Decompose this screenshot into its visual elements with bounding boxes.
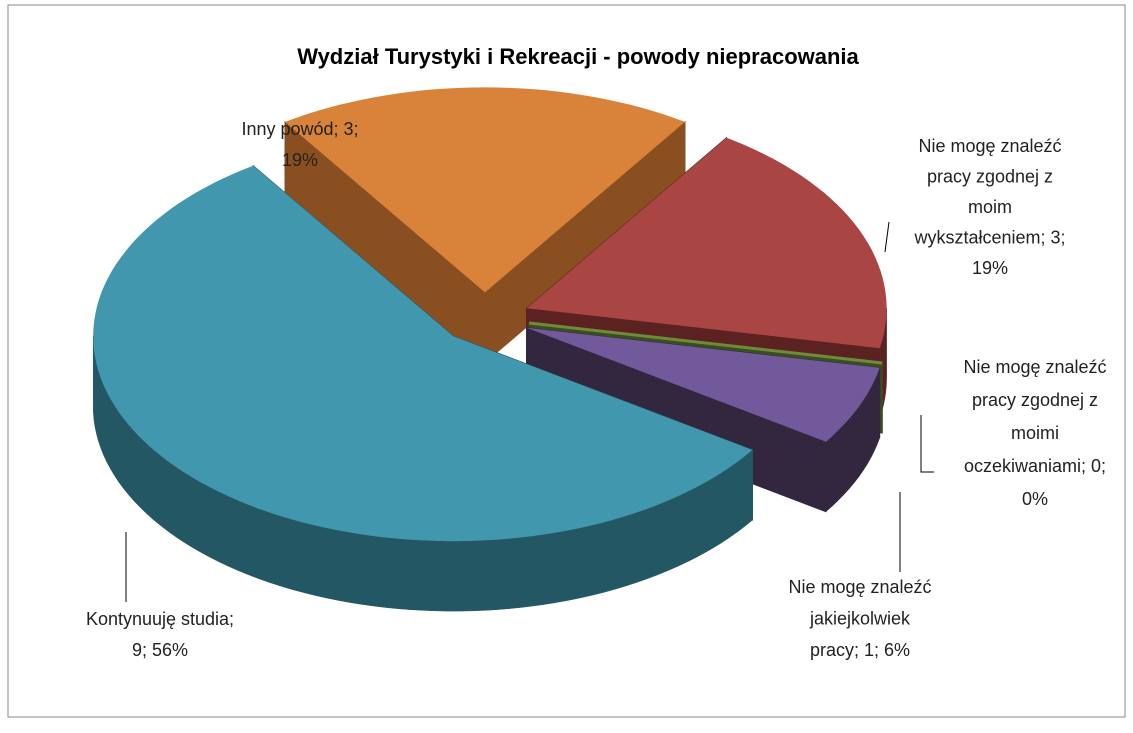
slice — [526, 327, 880, 442]
leader-line — [920, 415, 934, 473]
slice — [285, 87, 685, 293]
data-label: pracy; 1; 6% — [810, 640, 910, 660]
data-label: 19% — [282, 150, 318, 170]
slice — [528, 321, 883, 365]
data-label: 19% — [972, 258, 1008, 278]
slice — [526, 137, 887, 349]
data-label: 9; 56% — [132, 640, 188, 660]
data-label: Kontynuuję studia; — [86, 609, 234, 629]
data-label: Nie mogę znaleźć — [963, 357, 1106, 377]
data-label: wykształceniem; 3; — [913, 227, 1065, 247]
data-label: Nie mogę znaleźć — [788, 577, 931, 597]
chart-title: Wydział Turystyki i Rekreacji - powody n… — [297, 44, 859, 69]
slice-wall — [825, 367, 880, 513]
data-label: moim — [968, 197, 1012, 217]
data-label: 0% — [1022, 489, 1048, 509]
data-label: pracy zgodnej z — [927, 166, 1053, 186]
data-label: moimi — [1011, 423, 1059, 443]
slice — [93, 165, 753, 542]
data-label: pracy zgodnej z — [972, 390, 1098, 410]
data-label: oczekiwaniami; 0; — [964, 456, 1106, 476]
slice-wall — [92, 336, 753, 612]
data-label: Inny powód; 3; — [241, 119, 358, 139]
data-label: jakiejkolwiek — [809, 608, 911, 628]
data-label: Nie mogę znaleźć — [918, 136, 1061, 156]
leader-line — [884, 221, 890, 253]
